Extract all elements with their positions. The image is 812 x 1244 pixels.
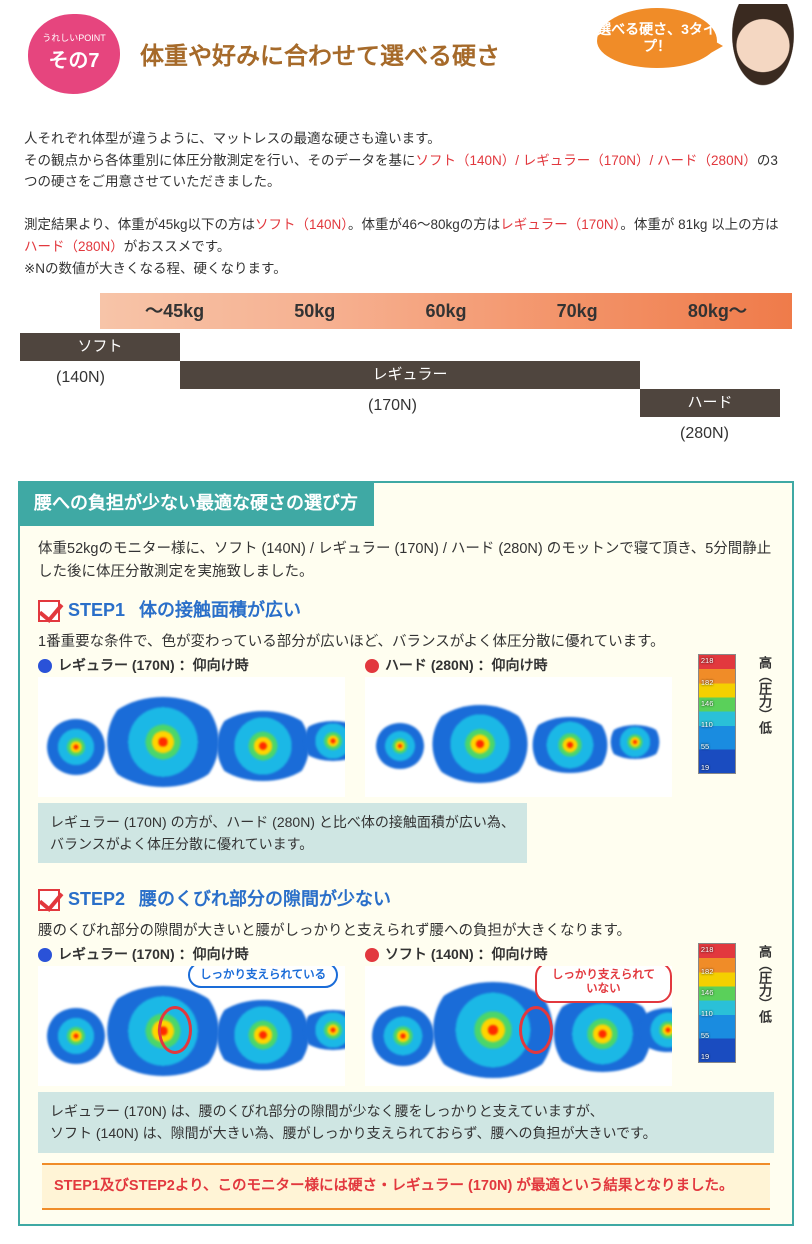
heat-col-left: レギュラー (170N) ：仰向け時 bbox=[38, 654, 345, 796]
range-hard: ハード bbox=[640, 389, 780, 417]
tick: 70kg bbox=[557, 297, 598, 326]
intro-p1: 人それぞれ体型が違うように、マットレスの最適な硬さも違います。 bbox=[24, 128, 788, 150]
callout-unsupported: しっかり支えられていない bbox=[535, 966, 672, 1003]
pressure-axis: 高（圧力） 低 bbox=[756, 654, 774, 736]
legend-ticks: 218 182 146 110 55 19 bbox=[701, 657, 733, 771]
callout-supported: しっかり支えられている bbox=[188, 966, 338, 988]
tick: 50kg bbox=[294, 297, 335, 326]
legend-ticks: 218 182 146 110 55 19 bbox=[701, 946, 733, 1060]
tick: 80kg～ bbox=[688, 297, 747, 326]
dot-red-icon bbox=[365, 659, 379, 673]
heat-label: レギュラー (170N) ：仰向け時 bbox=[38, 654, 345, 676]
point-badge: うれしいPOINT その7 bbox=[28, 14, 120, 94]
intro-p4: ※Nの数値が大きくなる程、硬くなります。 bbox=[24, 258, 788, 280]
pressure-legend: 218 182 146 110 55 19 bbox=[698, 654, 736, 774]
step1-desc: 1番重要な条件で、色が変わっている部分が広いほど、バランスがよく体圧分散に優れて… bbox=[38, 631, 774, 654]
range-regular: レギュラー bbox=[180, 361, 640, 389]
page-title: 体重や好みに合わせて選べる硬さ bbox=[140, 38, 500, 76]
dot-blue-icon bbox=[38, 948, 52, 962]
step1-title: 体の接触面積が広い bbox=[139, 596, 301, 625]
heatmap-regular bbox=[38, 677, 345, 797]
check-icon bbox=[38, 889, 60, 911]
step2-desc: 腰のくびれ部分の隙間が大きいと腰がしっかりと支えられず腰への負担が大きくなります… bbox=[38, 920, 774, 943]
check-icon bbox=[38, 600, 60, 622]
weight-range-chart: ～45kg 50kg 60kg 70kg 80kg～ ソフト (140N) レギ… bbox=[20, 293, 792, 463]
step2-heatmaps: レギュラー (170N) ：仰向け時 しっかり支えられている ソフト (140N… bbox=[38, 943, 774, 1085]
range-soft: ソフト bbox=[20, 333, 180, 361]
dot-red-icon bbox=[365, 948, 379, 962]
heatmap-hard bbox=[365, 677, 672, 797]
step2-title: 腰のくびれ部分の隙間が少ない bbox=[139, 885, 391, 914]
step2-note: レギュラー (170N) は、腰のくびれ部分の隙間が少なく腰をしっかりと支えてい… bbox=[38, 1092, 774, 1153]
header: うれしいPOINT その7 体重や好みに合わせて選べる硬さ 選べる硬さ、3タイプ… bbox=[0, 0, 812, 110]
heat-label: ハード (280N) ：仰向け時 bbox=[365, 654, 672, 676]
conclusion: STEP1及びSTEP2より、このモニター様には硬さ・レギュラー (170N) … bbox=[42, 1163, 770, 1210]
step2-no: STEP2 bbox=[68, 885, 125, 914]
tick: ～45kg bbox=[145, 297, 204, 326]
step1-note: レギュラー (170N) の方が、ハード (280N) と比べ体の接触面積が広い… bbox=[38, 803, 527, 864]
heatmap-soft: しっかり支えられていない bbox=[365, 966, 672, 1086]
section-body: 体重52kgのモニター様に、ソフト (140N) / レギュラー (170N) … bbox=[20, 538, 792, 1210]
heatmap-regular-2: しっかり支えられている bbox=[38, 966, 345, 1086]
section-title: 腰への負担が少ない最適な硬さの選び方 bbox=[18, 481, 374, 526]
heat-col-right: ハード (280N) ：仰向け時 bbox=[365, 654, 672, 796]
dot-blue-icon bbox=[38, 659, 52, 673]
waist-outline bbox=[519, 1006, 553, 1054]
label-soft: (140N) bbox=[56, 365, 105, 391]
label-hard: (280N) bbox=[680, 421, 729, 447]
hardness-selection-section: 腰への負担が少ない最適な硬さの選び方 体重52kgのモニター様に、ソフト (14… bbox=[18, 481, 794, 1226]
step2-header: STEP2 腰のくびれ部分の隙間が少ない bbox=[38, 885, 774, 914]
badge-big: その7 bbox=[48, 45, 99, 77]
step1-no: STEP1 bbox=[68, 596, 125, 625]
heat-col-left: レギュラー (170N) ：仰向け時 しっかり支えられている bbox=[38, 943, 345, 1085]
step1-header: STEP1 体の接触面積が広い bbox=[38, 596, 774, 625]
step1-heatmaps: レギュラー (170N) ：仰向け時 ハード (280N) ：仰向け時 bbox=[38, 654, 774, 796]
page: うれしいPOINT その7 体重や好みに合わせて選べる硬さ 選べる硬さ、3タイプ… bbox=[0, 0, 812, 1226]
badge-small: うれしいPOINT bbox=[42, 31, 106, 45]
tick: 60kg bbox=[425, 297, 466, 326]
heat-label: レギュラー (170N) ：仰向け時 bbox=[38, 943, 345, 965]
heat-label: ソフト (140N) ：仰向け時 bbox=[365, 943, 672, 965]
speech-bubble: 選べる硬さ、3タイプ！ bbox=[597, 8, 717, 68]
intro-p2: その観点から各体重別に体圧分散測定を行い、そのデータを基にソフト（140N）/ … bbox=[24, 150, 788, 193]
intro-p3: 測定結果より、体重が45kg以下の方はソフト（140N）。体重が46～80kgの… bbox=[24, 214, 788, 257]
section-intro: 体重52kgのモニター様に、ソフト (140N) / レギュラー (170N) … bbox=[38, 538, 774, 584]
presenter-photo bbox=[718, 4, 808, 108]
pressure-axis: 高（圧力） 低 bbox=[756, 943, 774, 1025]
label-regular: (170N) bbox=[368, 393, 417, 419]
intro-text: 人それぞれ体型が違うように、マットレスの最適な硬さも違います。 その観点から各体… bbox=[0, 110, 812, 287]
weight-axis: ～45kg 50kg 60kg 70kg 80kg～ bbox=[100, 293, 792, 329]
pressure-legend: 218 182 146 110 55 19 bbox=[698, 943, 736, 1063]
waist-outline bbox=[158, 1006, 192, 1054]
heat-col-right: ソフト (140N) ：仰向け時 しっかり支えられていない bbox=[365, 943, 672, 1085]
